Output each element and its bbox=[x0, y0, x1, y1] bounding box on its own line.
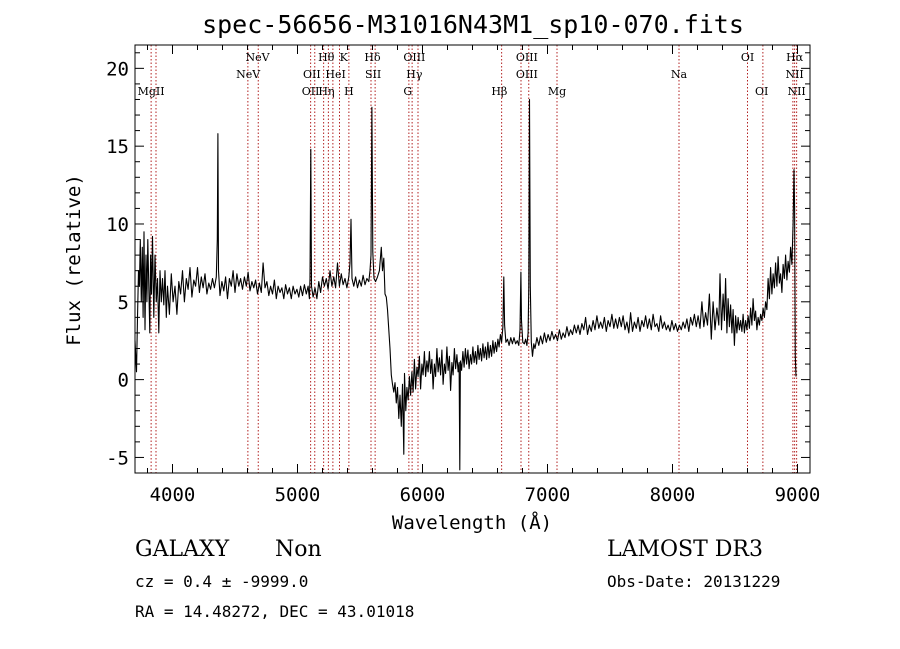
line-label-15: NII bbox=[785, 68, 803, 81]
line-label-19: H bbox=[344, 85, 354, 98]
x-tick-label-0: 4000 bbox=[150, 484, 196, 506]
flux-series bbox=[134, 98, 797, 471]
classification-label: GALAXY bbox=[135, 537, 230, 562]
line-label-3: Hδ bbox=[364, 51, 381, 64]
line-label-7: Hα bbox=[786, 51, 804, 64]
line-label-12: Hγ bbox=[406, 68, 423, 81]
y-tick-label-0: -5 bbox=[106, 447, 129, 469]
line-label-9: OII bbox=[303, 68, 321, 81]
line-label-16: MgII bbox=[138, 85, 165, 98]
line-label-21: Hβ bbox=[491, 85, 507, 98]
y-tick-label-3: 10 bbox=[106, 214, 129, 236]
axis-ticks: 4000 5000 6000 7000 8000 9000 -5 0 5 10 15 20 bbox=[106, 45, 820, 506]
line-label-4: OIII bbox=[403, 51, 425, 64]
line-label-8: NeV bbox=[236, 68, 261, 81]
line-label-5: OIII bbox=[516, 51, 538, 64]
y-tick-label-5: 20 bbox=[106, 58, 129, 80]
line-label-23: OI bbox=[755, 85, 768, 98]
spectrum-chart: spec-56656-M31016N43M1_sp10-070.fits NeV… bbox=[63, 10, 820, 534]
y-tick-label-2: 5 bbox=[118, 292, 129, 314]
survey-label: LAMOST DR3 bbox=[607, 537, 763, 562]
coordinates-text: RA = 14.48272, DEC = 43.01018 bbox=[135, 602, 415, 621]
line-label-2: K bbox=[340, 51, 349, 64]
line-label-10: HeI bbox=[325, 68, 345, 81]
line-label-11: SII bbox=[365, 68, 381, 81]
line-label-13: OIII bbox=[516, 68, 538, 81]
x-tick-label-2: 6000 bbox=[400, 484, 446, 506]
y-axis-label: Flux (relative) bbox=[63, 174, 85, 346]
x-tick-label-1: 5000 bbox=[275, 484, 321, 506]
x-tick-label-5: 9000 bbox=[775, 484, 821, 506]
line-label-18: Hη bbox=[318, 85, 334, 98]
chart-title: spec-56656-M31016N43M1_sp10-070.fits bbox=[202, 10, 744, 39]
line-label-20: G bbox=[403, 85, 412, 98]
x-tick-label-3: 7000 bbox=[525, 484, 571, 506]
redshift-text: cz = 0.4 ± -9999.0 bbox=[135, 572, 309, 591]
line-label-6: OI bbox=[741, 51, 754, 64]
x-tick-label-4: 8000 bbox=[650, 484, 696, 506]
line-label-14: Na bbox=[671, 68, 688, 81]
line-label-1: Hθ bbox=[318, 51, 335, 64]
emission-line-labels: NeV Hθ K Hδ OIII OIII OI Hα NeV OII HeI SII Hγ OIII Na… bbox=[138, 51, 806, 98]
line-label-0: NeV bbox=[245, 51, 270, 64]
obs-date-text: Obs-Date: 20131229 bbox=[607, 572, 781, 591]
subclass-label: Non bbox=[275, 537, 322, 562]
series-line-flux bbox=[134, 98, 797, 471]
y-tick-label-1: 0 bbox=[118, 370, 129, 392]
line-label-22: Mg bbox=[548, 85, 566, 98]
emission-line-markers bbox=[150, 45, 798, 473]
y-tick-label-4: 15 bbox=[106, 136, 129, 158]
x-axis-label: Wavelength (Å) bbox=[392, 511, 552, 534]
plot-frame bbox=[134, 44, 811, 474]
line-label-24: NII bbox=[787, 85, 805, 98]
line-label-17: OII bbox=[302, 85, 320, 98]
